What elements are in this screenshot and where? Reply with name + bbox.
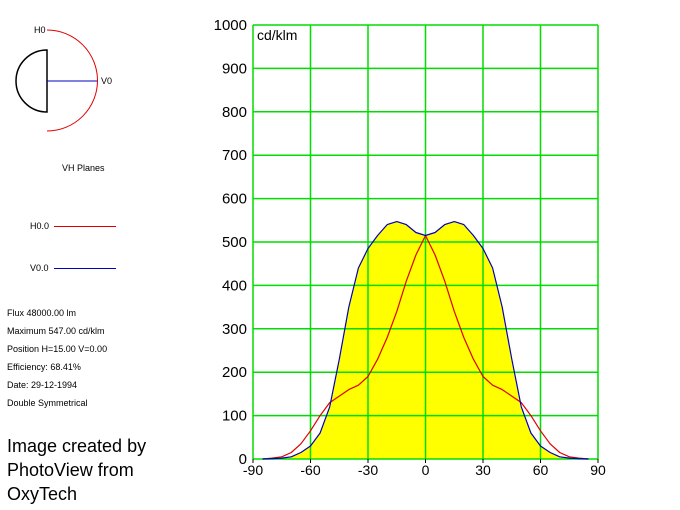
efficiency-text: Efficiency: 68.41% xyxy=(7,362,81,372)
flux-text: Flux 48000.00 lm xyxy=(7,308,77,318)
maximum-text: Maximum 547.00 cd/klm xyxy=(7,326,105,336)
h-plane-arc xyxy=(46,29,98,132)
luminaire-half-circle xyxy=(15,49,48,113)
date-text: Date: 29-12-1994 xyxy=(7,380,78,390)
y-tick-label: 200 xyxy=(222,364,247,381)
y-tick-label: 600 xyxy=(222,191,247,208)
v0-label: V0 xyxy=(101,76,112,86)
y-tick-label: 1000 xyxy=(214,17,247,34)
y-tick-label: 500 xyxy=(222,234,247,251)
credit-line-2: PhotoView from xyxy=(7,460,134,480)
legend-label-h: H0.0 xyxy=(30,221,50,231)
symmetry-text: Double Symmetrical xyxy=(7,398,88,408)
y-tick-label: 900 xyxy=(222,60,247,77)
legend-line-v xyxy=(54,268,116,269)
y-tick-label: 700 xyxy=(222,147,247,164)
y-tick-label: 300 xyxy=(222,321,247,338)
credit-text: Image created by PhotoView from OxyTech xyxy=(7,434,146,506)
unit-label: cd/klm xyxy=(257,27,297,43)
y-tick-label: 100 xyxy=(222,408,247,425)
credit-line-3: OxyTech xyxy=(7,484,78,504)
y-tick-label: 400 xyxy=(222,277,247,294)
y-tick-label: 0 xyxy=(239,451,247,468)
series-line-v00 xyxy=(262,221,589,460)
x-tick-label: 90 xyxy=(590,462,606,478)
legend-line-h xyxy=(54,226,116,227)
x-tick-label: -90 xyxy=(243,462,263,478)
x-tick-label: 30 xyxy=(475,462,491,478)
y-tick-label: 800 xyxy=(222,104,247,121)
vh-planes-caption: VH Planes xyxy=(62,163,105,173)
legend-label-v: V0.0 xyxy=(30,263,49,273)
position-text: Position H=15.00 V=0.00 xyxy=(7,344,108,354)
x-tick-label: 0 xyxy=(422,462,430,478)
credit-line-1: Image created by xyxy=(7,436,147,456)
x-tick-label: -60 xyxy=(300,462,320,478)
h0-label: H0 xyxy=(34,25,46,35)
x-tick-label: 60 xyxy=(533,462,549,478)
vh-planes-diagram: H0 V0 xyxy=(15,25,112,132)
x-tick-label: -30 xyxy=(358,462,378,478)
